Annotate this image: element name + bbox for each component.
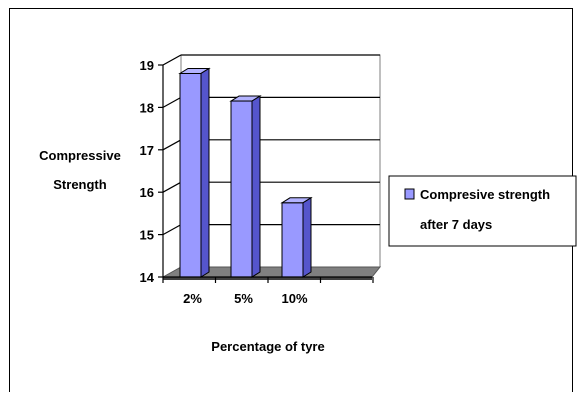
- bar-2%: [178, 67, 211, 278]
- legend-label-line-1: Compresive strength: [420, 187, 550, 202]
- plot-back-wall: [180, 54, 381, 268]
- x-tick-label-10%: 10%: [281, 291, 307, 306]
- bar-front-2%: [179, 72, 202, 278]
- bar-front-5%: [230, 100, 253, 278]
- y-tick-label-17: 17: [140, 143, 154, 158]
- x-axis-label: Percentage of tyre: [211, 339, 324, 354]
- gridline-side-16: [162, 181, 182, 193]
- y-tick-label-19: 19: [140, 58, 154, 73]
- axes: [158, 64, 374, 283]
- x-tick-label-2%: 2%: [183, 291, 202, 306]
- legend-box: [388, 175, 577, 247]
- x-tick-labels: 2% 5% 10%: [183, 291, 308, 306]
- bar-front-10%: [281, 202, 304, 278]
- bar-side-10%: [302, 196, 312, 278]
- y-tick-labels: 14 15 16 17 18 19: [140, 58, 155, 285]
- legend: Compresive strength after 7 days: [388, 175, 577, 247]
- bars: [178, 67, 313, 278]
- bar-side-5%: [251, 95, 261, 278]
- gridlines: [162, 54, 380, 236]
- bar-5%: [229, 95, 262, 278]
- gridline-side-17: [162, 139, 182, 151]
- y-tick-label-14: 14: [140, 270, 155, 285]
- gridline-side-19: [162, 54, 182, 66]
- legend-label-line-2: after 7 days: [420, 217, 492, 232]
- y-tick-label-15: 15: [140, 228, 154, 243]
- legend-swatch: [404, 188, 415, 200]
- gridline-side-15: [162, 224, 182, 236]
- bar-10%: [280, 196, 313, 278]
- gridline-side-18: [162, 96, 182, 108]
- bar-side-2%: [200, 67, 210, 278]
- x-tick-label-5%: 5%: [234, 291, 253, 306]
- y-axis-label-line-1: Compressive: [39, 148, 121, 163]
- y-axis-label-line-2: Strength: [53, 177, 107, 192]
- y-tick-label-16: 16: [140, 185, 154, 200]
- y-tick-label-18: 18: [140, 100, 154, 115]
